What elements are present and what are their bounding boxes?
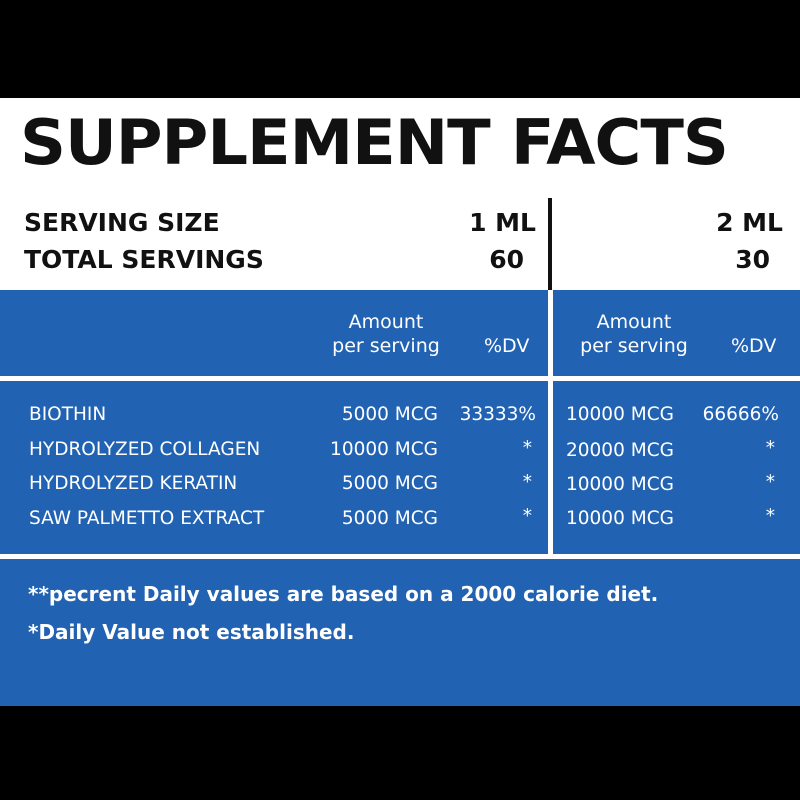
ingredient-name: HYDROLYZED COLLAGEN: [29, 439, 261, 460]
ingredient-dv-col2: *: [765, 506, 775, 527]
footnote-not-established: *Daily Value not established.: [28, 620, 355, 644]
ingredient-amount-col1: 10000 MCG: [330, 439, 438, 460]
amount-header-line2: per serving: [332, 335, 440, 357]
ingredient-amount-col1: 5000 MCG: [341, 404, 438, 425]
amount-header-line1: Amount: [596, 311, 672, 333]
serving-divider: [548, 198, 552, 290]
ingredient-amount-col2: 10000 MCG: [566, 508, 674, 529]
ingredient-name: HYDROLYZED KERATIN: [29, 473, 238, 494]
ingredient-amount-col2: 10000 MCG: [566, 474, 674, 495]
ingredient-amount-col2: 10000 MCG: [566, 404, 674, 425]
dv-header-col2: %DV: [731, 335, 777, 357]
footnote-daily-values: **pecrent Daily values are based on a 20…: [28, 582, 659, 606]
ingredient-name: BIOTHIN: [29, 404, 107, 425]
total-servings-col2: 30: [735, 245, 770, 274]
ingredient-dv-col2: 66666%: [702, 404, 779, 425]
ingredient-dv-col1: 33333%: [459, 404, 536, 425]
serving-size-label: SERVING SIZE: [24, 208, 220, 237]
dv-header-col1: %DV: [484, 335, 530, 357]
amount-header-line2: per serving: [580, 335, 688, 357]
serving-size-col1: 1 ML: [469, 208, 536, 237]
total-servings-col1: 60: [489, 245, 524, 274]
total-servings-label: TOTAL SERVINGS: [24, 245, 264, 274]
amount-header-col2: Amount per serving: [566, 310, 702, 358]
facts-table: [0, 290, 800, 706]
ingredient-amount-col1: 5000 MCG: [341, 508, 438, 529]
serving-size-col2: 2 ML: [716, 208, 783, 237]
page-title: SUPPLEMENT FACTS: [20, 106, 729, 179]
ingredient-dv-col2: *: [765, 472, 775, 493]
ingredient-dv-col1: *: [522, 438, 532, 459]
ingredient-amount-col1: 5000 MCG: [341, 473, 438, 494]
ingredient-name: SAW PALMETTO EXTRACT: [29, 508, 265, 529]
ingredient-amount-col2: 20000 MCG: [566, 440, 674, 461]
ingredient-dv-col1: *: [522, 506, 532, 527]
ingredient-dv-col1: *: [522, 472, 532, 493]
column-divider: [548, 290, 553, 554]
amount-header-line1: Amount: [348, 311, 424, 333]
header-divider: [0, 376, 800, 381]
ingredient-dv-col2: *: [765, 438, 775, 459]
footer-divider: [0, 554, 800, 559]
amount-header-col1: Amount per serving: [318, 310, 454, 358]
